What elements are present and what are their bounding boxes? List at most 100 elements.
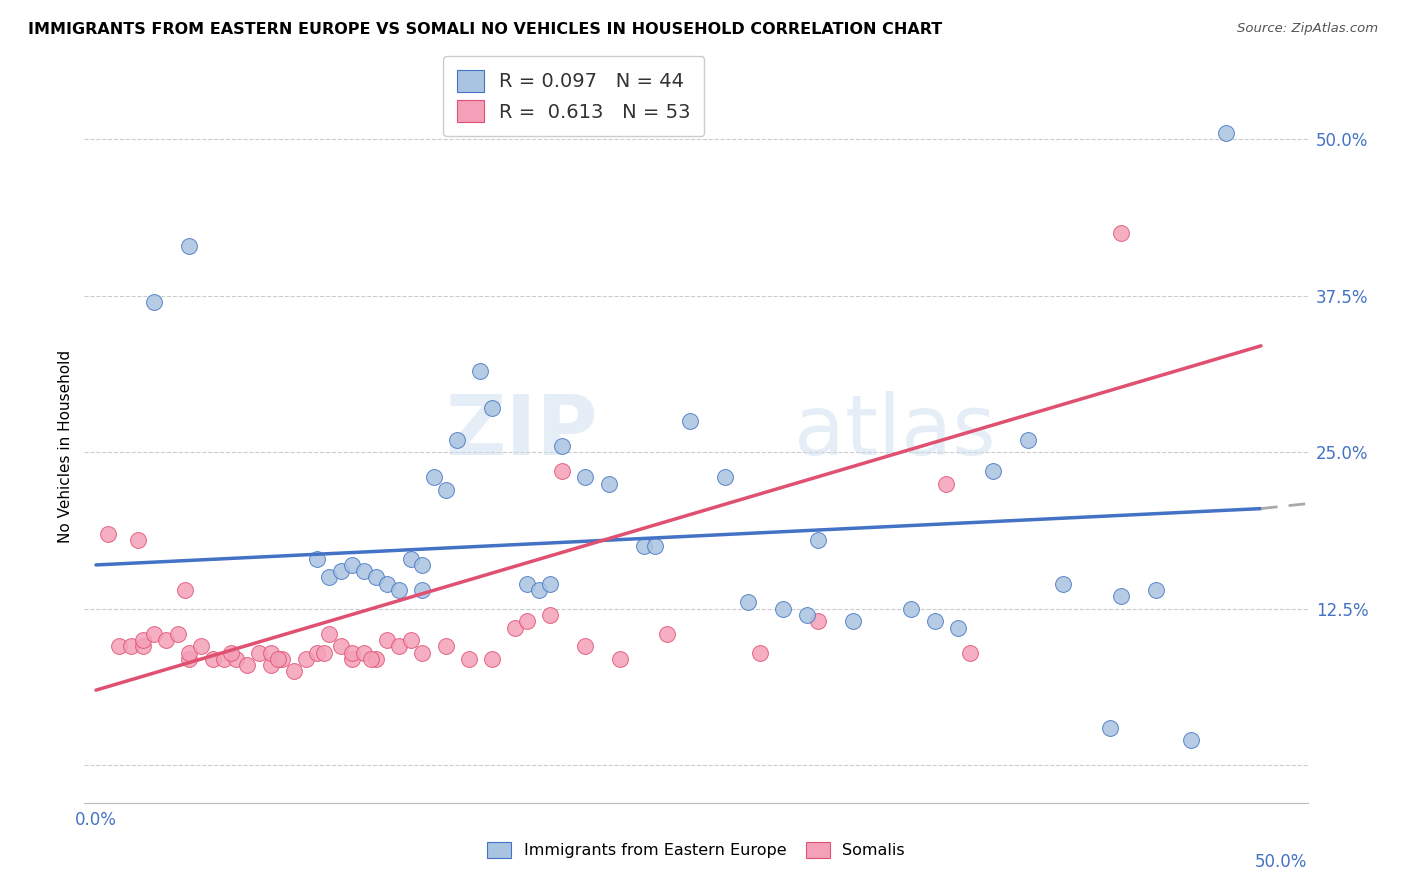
Point (551, 464, 574, 478)
Point (598, 476, 620, 491)
Point (314, 646, 336, 660)
Point (470, 364, 492, 378)
Point (981, 464, 1004, 478)
Point (97, 526, 120, 541)
Point (342, 558, 364, 572)
Point (342, 652, 364, 666)
Point (131, 640, 153, 654)
Point (201, 652, 224, 666)
Point (388, 640, 411, 654)
Point (655, 627, 678, 641)
Point (399, 551, 422, 566)
Point (446, 433, 468, 447)
Point (1180, 733, 1202, 747)
Point (179, 652, 201, 666)
Y-axis label: No Vehicles in Household: No Vehicles in Household (58, 350, 73, 542)
Point (375, 576, 398, 591)
Point (1109, 226, 1132, 240)
Point (127, 533, 149, 547)
Point (267, 652, 290, 666)
Point (353, 646, 375, 660)
Point (318, 570, 340, 584)
Point (842, 614, 865, 628)
Point (318, 627, 340, 641)
Point (423, 470, 446, 484)
Point (457, 652, 479, 666)
Point (143, 627, 166, 641)
Point (364, 570, 387, 584)
Point (225, 652, 247, 666)
Point (935, 476, 957, 491)
Point (772, 601, 794, 615)
Point (399, 633, 422, 648)
Text: Source: ZipAtlas.com: Source: ZipAtlas.com (1237, 22, 1378, 36)
Point (120, 640, 142, 654)
Point (329, 640, 352, 654)
Point (434, 483, 457, 497)
Point (609, 652, 631, 666)
Point (342, 646, 364, 660)
Point (108, 640, 131, 654)
Point (1144, 582, 1167, 597)
Point (166, 627, 188, 641)
Point (538, 576, 561, 591)
Point (516, 576, 538, 591)
Point (527, 582, 550, 597)
Point (143, 295, 166, 310)
Point (236, 658, 259, 673)
Point (190, 640, 212, 654)
Point (749, 646, 772, 660)
Point (434, 640, 457, 654)
Point (388, 582, 411, 597)
Point (375, 633, 398, 648)
Point (307, 551, 329, 566)
Point (411, 582, 433, 597)
Point (360, 652, 382, 666)
Point (260, 646, 283, 660)
Point (307, 646, 329, 660)
Point (1215, 126, 1237, 140)
Point (505, 621, 527, 635)
Point (364, 652, 387, 666)
Point (353, 564, 375, 578)
Point (807, 614, 830, 628)
Point (807, 533, 830, 547)
Point (574, 640, 596, 654)
Point (679, 414, 702, 428)
Point (1109, 589, 1132, 603)
Point (1017, 433, 1039, 447)
Point (551, 439, 574, 453)
Point (179, 238, 201, 252)
Text: 50.0%: 50.0% (1256, 853, 1308, 871)
Point (329, 564, 352, 578)
Point (644, 539, 666, 553)
Point (155, 633, 177, 648)
Point (946, 621, 969, 635)
Point (212, 652, 235, 666)
Point (179, 646, 201, 660)
Point (260, 658, 283, 673)
Point (481, 652, 503, 666)
Point (1098, 721, 1121, 735)
Point (516, 614, 538, 628)
Point (411, 646, 433, 660)
Point (714, 470, 737, 484)
Text: IMMIGRANTS FROM EASTERN EUROPE VS SOMALI NO VEHICLES IN HOUSEHOLD CORRELATION CH: IMMIGRANTS FROM EASTERN EUROPE VS SOMALI… (28, 22, 942, 37)
Point (283, 665, 305, 679)
Point (1052, 576, 1074, 591)
Text: ZIP: ZIP (446, 392, 598, 472)
Point (796, 607, 818, 622)
Point (294, 652, 316, 666)
Text: atlas: atlas (794, 392, 995, 472)
Point (959, 646, 981, 660)
Point (900, 601, 922, 615)
Point (131, 633, 153, 648)
Point (271, 652, 294, 666)
Legend: Immigrants from Eastern Europe, Somalis: Immigrants from Eastern Europe, Somalis (479, 834, 912, 866)
Point (219, 646, 242, 660)
Point (538, 607, 561, 622)
Point (737, 595, 759, 609)
Point (633, 539, 655, 553)
Point (481, 401, 503, 416)
Point (173, 582, 195, 597)
